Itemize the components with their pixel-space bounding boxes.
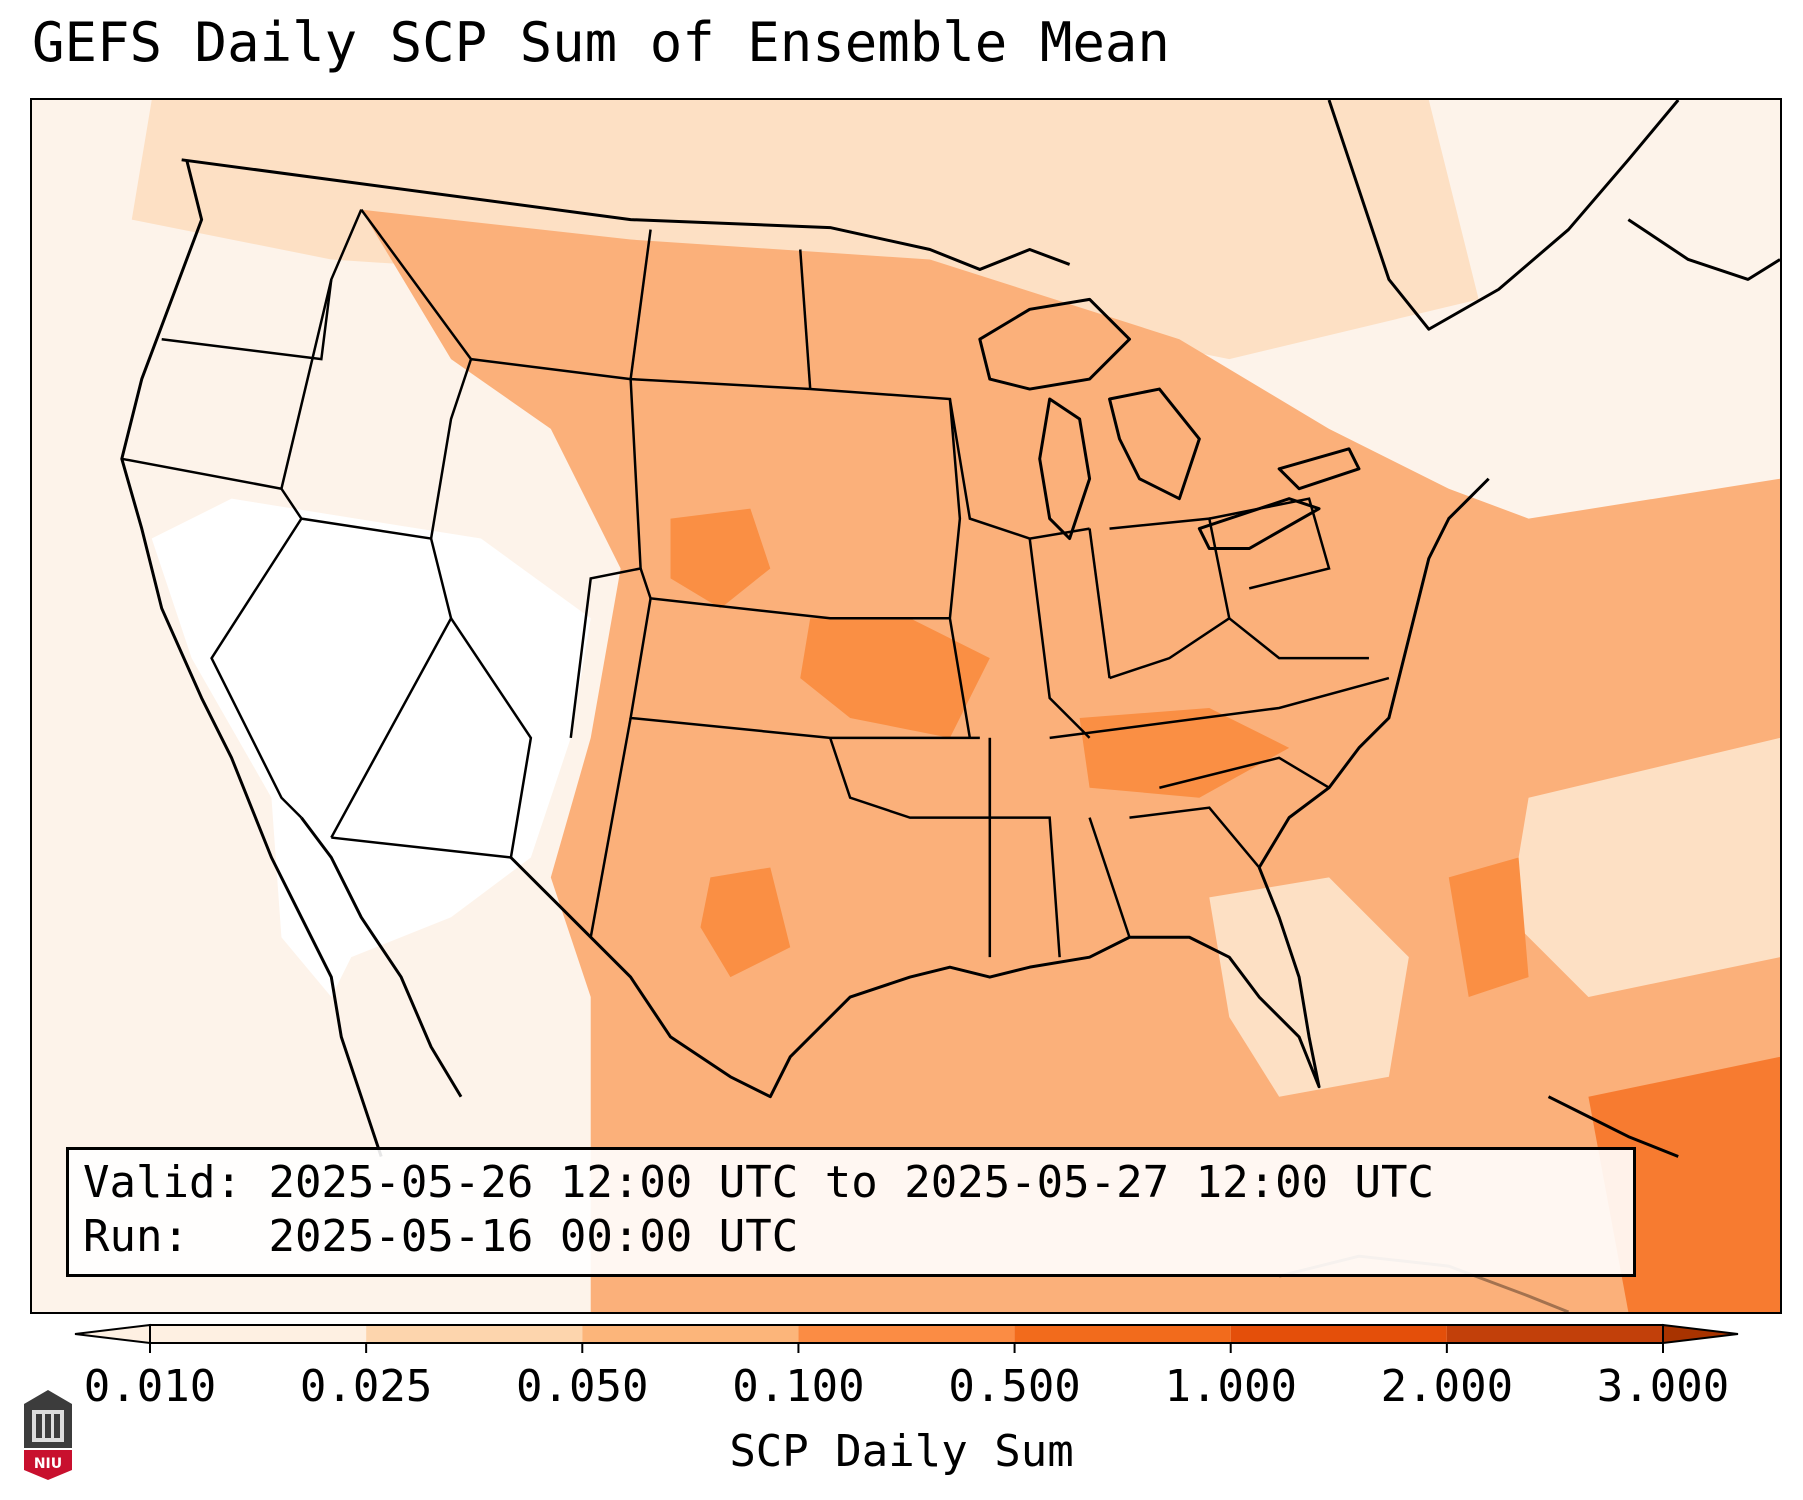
colorbar-segment xyxy=(1014,1325,1231,1343)
map-panel[interactable] xyxy=(30,98,1782,1314)
valid-run-info-box: Valid: 2025-05-26 12:00 UTC to 2025-05-2… xyxy=(66,1147,1636,1277)
valid-row: Valid: 2025-05-26 12:00 UTC to 2025-05-2… xyxy=(83,1156,1619,1210)
valid-value: 2025-05-26 12:00 UTC to 2025-05-27 12:00… xyxy=(268,1157,1435,1208)
colorbar-tick-label: 0.025 xyxy=(300,1361,432,1412)
colorbar-extend-low xyxy=(74,1323,151,1345)
map-canvas xyxy=(32,100,1780,1312)
colorbar-segment xyxy=(366,1325,583,1343)
colorbar-ticks: 0.010 0.025 0.050 0.100 0.500 1.000 2.000 3.000 xyxy=(84,1343,1729,1412)
colorbar-segment xyxy=(150,1325,367,1343)
state-borders xyxy=(121,208,1390,958)
colorbar-segment xyxy=(582,1325,799,1343)
colorbar-segment xyxy=(1230,1325,1447,1343)
niu-logo: NIU xyxy=(24,1390,72,1480)
colorbar-label: SCP Daily Sum xyxy=(729,1426,1074,1477)
map-borders xyxy=(120,100,1780,1312)
colorbar-tick-label: 0.500 xyxy=(948,1361,1080,1412)
valid-label: Valid: xyxy=(83,1157,242,1208)
colorbar-tick-label: 0.050 xyxy=(516,1361,648,1412)
colorbar-segment xyxy=(1446,1325,1663,1343)
colorbar-tick-label: 2.000 xyxy=(1381,1361,1513,1412)
scp-shading xyxy=(32,100,1780,1312)
colorbar-tick-label: 0.100 xyxy=(732,1361,864,1412)
colorbar-extend-high xyxy=(1662,1323,1739,1345)
map-title: GEFS Daily SCP Sum of Ensemble Mean xyxy=(32,11,1170,74)
svg-text:NIU: NIU xyxy=(34,1456,62,1472)
run-label: Run: xyxy=(83,1211,189,1262)
colorbar-segments xyxy=(74,1323,1739,1345)
colorbar: 0.010 0.025 0.050 0.100 0.500 1.000 2.000 3.000 xyxy=(74,1323,1739,1412)
colorbar-tick-label: 3.000 xyxy=(1597,1361,1729,1412)
run-row: Run: 2025-05-16 00:00 UTC xyxy=(83,1210,1619,1264)
colorbar-tick-label: 1.000 xyxy=(1164,1361,1296,1412)
colorbar-segment xyxy=(798,1325,1015,1343)
run-value: 2025-05-16 00:00 UTC xyxy=(268,1211,799,1262)
colorbar-frame xyxy=(149,1324,1664,1344)
colorbar-tick-label: 0.010 xyxy=(84,1361,216,1412)
